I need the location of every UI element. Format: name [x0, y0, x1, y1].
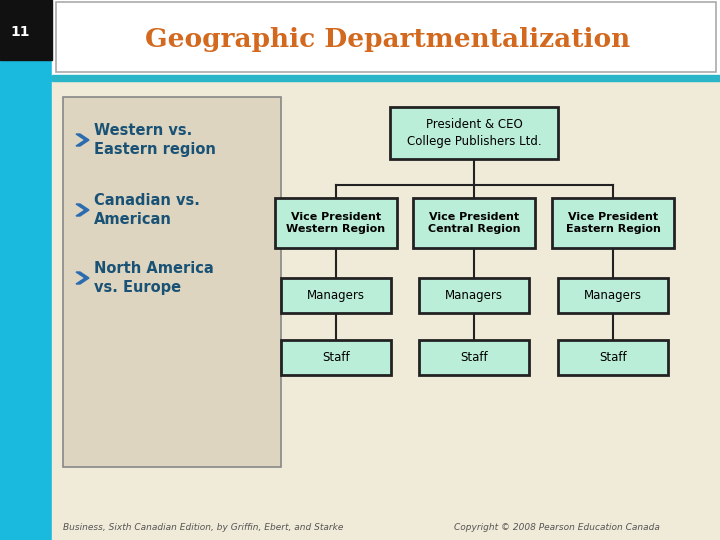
- Text: Vice President
Western Region: Vice President Western Region: [287, 212, 386, 234]
- Text: President & CEO
College Publishers Ltd.: President & CEO College Publishers Ltd.: [407, 118, 541, 148]
- Bar: [413, 198, 535, 248]
- Text: Managers: Managers: [445, 289, 503, 302]
- Text: Western vs.
Eastern region: Western vs. Eastern region: [94, 123, 216, 157]
- Bar: [281, 340, 391, 375]
- Text: Staff: Staff: [599, 351, 627, 364]
- Text: North America
vs. Europe: North America vs. Europe: [94, 261, 214, 295]
- Text: Business, Sixth Canadian Edition, by Griffin, Ebert, and Starke: Business, Sixth Canadian Edition, by Gri…: [63, 523, 343, 531]
- Text: Managers: Managers: [584, 289, 642, 302]
- Bar: [552, 198, 674, 248]
- Text: Managers: Managers: [307, 289, 365, 302]
- Bar: [56, 2, 716, 72]
- Text: Copyright © 2008 Pearson Education Canada: Copyright © 2008 Pearson Education Canad…: [454, 523, 660, 531]
- Bar: [419, 278, 529, 313]
- Text: Staff: Staff: [322, 351, 350, 364]
- Text: Staff: Staff: [460, 351, 488, 364]
- Bar: [558, 278, 668, 313]
- Bar: [52, 81, 720, 540]
- Text: Vice President
Central Region: Vice President Central Region: [428, 212, 521, 234]
- Bar: [275, 198, 397, 248]
- Bar: [419, 340, 529, 375]
- Polygon shape: [76, 134, 89, 146]
- Bar: [0, 60, 52, 540]
- Bar: [52, 75, 720, 81]
- Bar: [558, 340, 668, 375]
- Bar: [0, 0, 52, 60]
- Bar: [390, 107, 558, 159]
- Text: Canadian vs.
American: Canadian vs. American: [94, 193, 200, 227]
- Bar: [63, 97, 281, 467]
- Bar: [52, 0, 720, 75]
- Text: Geographic Departmentalization: Geographic Departmentalization: [145, 28, 631, 52]
- Polygon shape: [76, 204, 89, 216]
- Text: Vice President
Eastern Region: Vice President Eastern Region: [566, 212, 660, 234]
- Polygon shape: [76, 272, 89, 284]
- Text: 11: 11: [10, 25, 30, 39]
- Bar: [281, 278, 391, 313]
